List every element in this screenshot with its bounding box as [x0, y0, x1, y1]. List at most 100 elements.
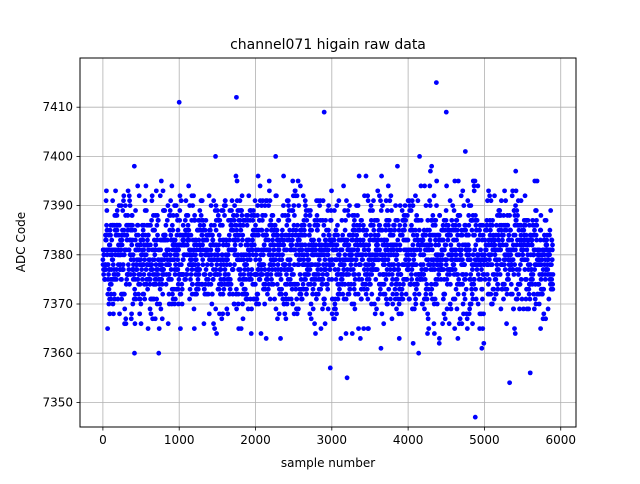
data-point: [390, 277, 395, 282]
data-point: [436, 232, 442, 238]
data-point: [281, 242, 287, 248]
data-point: [416, 227, 422, 233]
data-point: [463, 272, 469, 277]
data-point: [213, 154, 218, 159]
data-point: [284, 247, 290, 253]
data-point: [494, 222, 499, 228]
data-point: [502, 188, 507, 194]
data-point: [496, 237, 502, 243]
data-point: [107, 311, 113, 317]
data-point: [428, 242, 434, 248]
data-point: [474, 217, 480, 223]
data-point: [149, 267, 155, 272]
data-point: [547, 227, 553, 233]
data-point: [303, 213, 309, 218]
data-point: [378, 345, 384, 351]
x-axis-label: sample number: [281, 456, 375, 470]
data-point: [413, 262, 419, 268]
data-point: [105, 326, 111, 331]
data-point: [198, 252, 204, 258]
data-point: [122, 203, 128, 209]
data-point: [388, 296, 393, 302]
data-point: [413, 193, 418, 199]
data-point: [510, 267, 516, 272]
data-point: [284, 222, 290, 228]
data-point: [347, 286, 353, 292]
data-point: [430, 213, 436, 218]
data-point: [393, 242, 399, 248]
data-point: [148, 222, 153, 228]
data-point: [473, 296, 479, 302]
data-point: [471, 183, 477, 189]
data-point: [501, 213, 507, 218]
data-point: [479, 267, 484, 272]
data-point: [377, 247, 382, 253]
data-point: [455, 178, 461, 184]
outlier-point: [321, 109, 327, 115]
data-point: [173, 262, 178, 268]
data-point: [203, 267, 209, 272]
data-point: [440, 222, 446, 228]
data-point: [335, 267, 341, 272]
data-point: [118, 247, 124, 253]
data-point: [444, 306, 450, 312]
data-point: [276, 217, 282, 223]
data-point: [368, 217, 374, 223]
data-point: [126, 267, 132, 272]
plot-frame: [79, 57, 577, 428]
data-point: [342, 252, 348, 258]
data-point: [253, 252, 259, 258]
data-point: [135, 232, 141, 238]
data-point: [239, 213, 245, 218]
data-point: [482, 237, 488, 243]
data-point: [167, 208, 173, 213]
data-point: [529, 242, 535, 248]
data-point: [170, 291, 175, 297]
data-point: [336, 198, 342, 204]
data-point: [379, 227, 385, 233]
data-point: [382, 252, 388, 258]
data-point: [318, 286, 324, 292]
data-point: [456, 277, 462, 282]
y-axis-ticks: 7350 7360 7370 7380 7390 7400 7410: [42, 100, 80, 409]
data-point: [424, 296, 430, 302]
data-point: [340, 232, 346, 238]
data-point: [265, 286, 271, 292]
data-point: [210, 277, 216, 282]
data-point: [104, 208, 110, 213]
data-point: [392, 227, 398, 233]
data-point: [335, 296, 341, 302]
data-point: [291, 272, 296, 277]
data-point: [524, 277, 529, 282]
data-point: [310, 286, 316, 292]
data-point: [127, 203, 133, 209]
data-point: [512, 331, 518, 336]
data-point: [358, 262, 363, 268]
data-point: [182, 217, 188, 223]
data-point: [221, 286, 227, 292]
data-point: [267, 188, 272, 194]
data-point: [469, 227, 475, 233]
data-point: [141, 247, 147, 253]
data-point: [151, 257, 157, 263]
data-point: [382, 262, 387, 268]
data-point: [316, 237, 322, 243]
data-point: [344, 267, 350, 272]
data-point: [184, 272, 190, 277]
data-point: [186, 227, 192, 233]
data-point: [169, 183, 175, 189]
data-point: [119, 277, 124, 282]
data-point: [101, 272, 107, 277]
data-point: [326, 203, 332, 209]
data-point: [465, 198, 471, 204]
data-point: [287, 277, 293, 282]
data-point: [531, 252, 537, 258]
data-point: [334, 242, 340, 248]
data-point: [363, 281, 369, 287]
data-point: [307, 267, 313, 272]
data-point: [403, 291, 409, 297]
data-point: [167, 252, 173, 258]
data-point: [138, 301, 144, 307]
data-point: [392, 267, 397, 272]
data-point: [290, 178, 296, 184]
